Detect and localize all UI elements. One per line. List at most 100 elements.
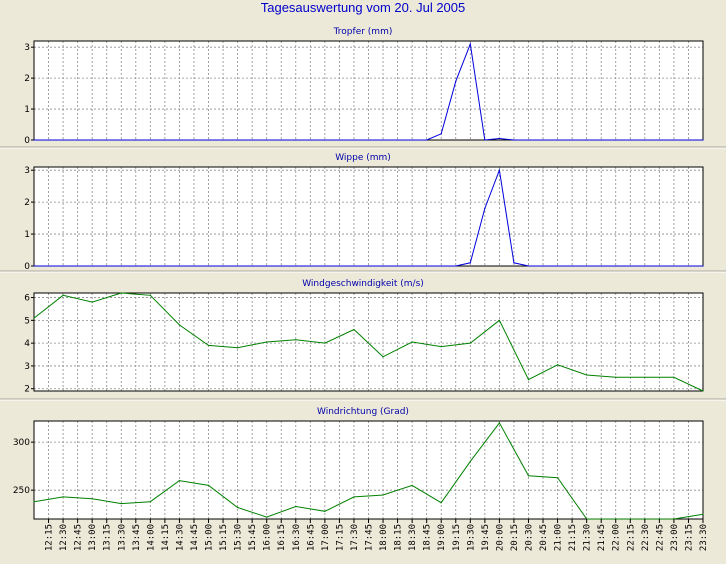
data-point: [527, 265, 530, 267]
x-tick-label: 16:45: [306, 524, 316, 551]
data-point: [629, 139, 631, 141]
data-point: [207, 344, 210, 346]
x-tick-label: 15:15: [219, 524, 229, 551]
data-point: [266, 265, 268, 267]
data-point: [571, 265, 573, 267]
data-point: [120, 503, 122, 505]
y-tick-label: 250: [13, 486, 30, 496]
x-tick-label: 22:45: [655, 524, 665, 551]
chart-title: Wippe (mm): [335, 153, 391, 163]
data-point: [77, 265, 79, 267]
x-tick-label: 14:45: [190, 524, 200, 551]
x-tick-label: 14:15: [161, 524, 171, 551]
chart-panel-1: Tropfer (mm) 0 1 2 3: [0, 27, 726, 149]
x-tick-label: 13:00: [88, 524, 98, 551]
data-point: [91, 265, 93, 267]
data-point: [135, 139, 137, 141]
data-point: [178, 480, 180, 482]
y-tick-label: 2: [24, 74, 30, 84]
x-tick-label: 23:00: [670, 524, 680, 551]
data-point: [498, 169, 500, 171]
chart-panel-2: Wippe (mm) 0 1 2 3: [0, 153, 726, 273]
data-point: [47, 265, 50, 267]
data-point: [33, 501, 35, 503]
data-point: [629, 265, 631, 267]
data-point: [557, 364, 559, 366]
data-point: [207, 484, 210, 486]
y-tick-label: 2: [24, 198, 30, 208]
data-point: [135, 265, 137, 267]
data-point: [164, 265, 166, 267]
data-point: [382, 356, 384, 358]
data-point: [91, 498, 93, 500]
y-tick-label: 3: [24, 166, 30, 176]
data-point: [193, 139, 195, 141]
x-tick-label: 23:30: [699, 524, 709, 551]
data-point: [106, 139, 108, 141]
data-point: [673, 376, 675, 378]
x-tick-label: 20:30: [524, 524, 534, 551]
x-tick-label: 21:45: [597, 524, 607, 551]
x-tick-label: 14:30: [175, 524, 185, 551]
chart-panel-4: Windrichtung (Grad) 250 300: [13, 407, 704, 520]
data-point: [571, 139, 573, 141]
x-tick-label: 22:30: [641, 524, 651, 551]
x-tick-label: 15:30: [234, 524, 244, 551]
x-tick-label: 21:15: [568, 524, 578, 551]
data-point: [77, 139, 79, 141]
data-point: [353, 328, 355, 331]
x-tick-label: 18:15: [394, 524, 404, 551]
data-point: [615, 376, 617, 378]
x-axis: 12:15 12:30 12:45 13:00 13:15 13:30 13:45 14:00…: [45, 519, 709, 551]
x-tick-label: 20:00: [495, 524, 505, 551]
y-tick-label: 1: [24, 230, 30, 240]
page-title: Tagesauswertung vom 20. Jul 2005: [260, 0, 466, 15]
data-point: [62, 139, 64, 141]
x-tick-label: 14:00: [146, 524, 156, 551]
data-point: [280, 139, 282, 141]
data-point: [324, 139, 326, 141]
x-tick-label: 13:30: [117, 524, 127, 551]
y-tick-label: 300: [13, 438, 30, 448]
data-point: [309, 265, 311, 267]
data-point: [527, 475, 530, 477]
data-point: [426, 139, 428, 141]
data-point: [397, 139, 399, 141]
data-point: [702, 139, 704, 141]
x-tick-label: 12:30: [59, 524, 69, 551]
data-point: [586, 374, 588, 376]
data-point: [47, 139, 50, 141]
data-point: [193, 265, 195, 267]
data-point: [484, 207, 486, 210]
data-point: [484, 139, 486, 141]
y-tick-label: 0: [24, 262, 30, 272]
data-point: [702, 265, 704, 267]
x-tick-label: 22:00: [612, 524, 622, 551]
data-point: [237, 347, 239, 349]
data-point: [367, 139, 370, 141]
x-tick-label: 13:15: [103, 524, 113, 551]
data-point: [382, 139, 384, 141]
data-point: [367, 265, 370, 267]
data-point: [498, 137, 500, 140]
data-point: [266, 341, 268, 343]
data-point: [469, 262, 471, 264]
x-tick-label: 22:15: [626, 524, 636, 551]
data-point: [600, 265, 602, 267]
data-point: [498, 319, 500, 321]
data-point: [644, 376, 646, 378]
data-point: [644, 139, 646, 141]
x-tick-label: 16:15: [277, 524, 287, 551]
y-tick-label: 2: [24, 385, 30, 395]
y-tick-label: 0: [24, 136, 30, 146]
data-point: [280, 265, 282, 267]
data-point: [397, 265, 399, 267]
chart-title: Windgeschwindigkeit (m/s): [302, 279, 424, 289]
data-point: [469, 43, 471, 45]
data-point: [527, 139, 530, 141]
x-tick-label: 18:45: [423, 524, 433, 551]
data-point: [222, 139, 224, 141]
data-point: [615, 265, 617, 267]
data-point: [149, 139, 151, 141]
data-point: [658, 139, 661, 141]
